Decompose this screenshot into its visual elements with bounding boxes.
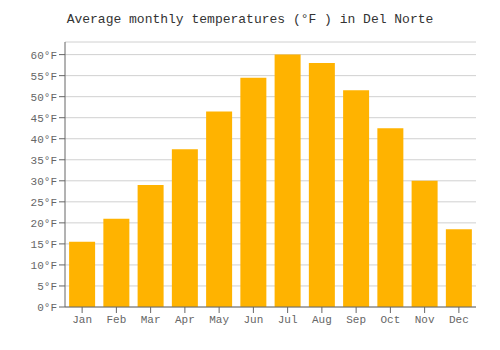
svg-text:40°F: 40°F xyxy=(31,134,57,146)
svg-text:20°F: 20°F xyxy=(31,218,57,230)
svg-text:55°F: 55°F xyxy=(31,71,57,83)
svg-text:Aug: Aug xyxy=(312,314,332,326)
svg-text:Nov: Nov xyxy=(415,314,435,326)
svg-text:Dec: Dec xyxy=(449,314,469,326)
svg-text:60°F: 60°F xyxy=(31,50,57,62)
svg-text:Jul: Jul xyxy=(278,314,298,326)
svg-text:30°F: 30°F xyxy=(31,176,57,188)
svg-text:5°F: 5°F xyxy=(37,281,57,293)
html-text:Average monthly temperatures (: Average monthly temperatures (°F ) in De… xyxy=(66,12,434,27)
svg-text:0°F: 0°F xyxy=(37,302,57,314)
svg-text:Jun: Jun xyxy=(243,314,263,326)
svg-text:May: May xyxy=(209,314,229,326)
svg-text:Sep: Sep xyxy=(346,314,366,326)
svg-text:Oct: Oct xyxy=(380,314,400,326)
svg-text:50°F: 50°F xyxy=(31,92,57,104)
svg-text:10°F: 10°F xyxy=(31,260,57,272)
svg-text:Apr: Apr xyxy=(175,314,195,326)
svg-text:35°F: 35°F xyxy=(31,155,57,167)
svg-text:Mar: Mar xyxy=(141,314,161,326)
svg-text:45°F: 45°F xyxy=(31,113,57,125)
svg-text:25°F: 25°F xyxy=(31,197,57,209)
svg-text:Jan: Jan xyxy=(72,314,92,326)
svg-text:15°F: 15°F xyxy=(31,239,57,251)
svg-text:Feb: Feb xyxy=(106,314,126,326)
